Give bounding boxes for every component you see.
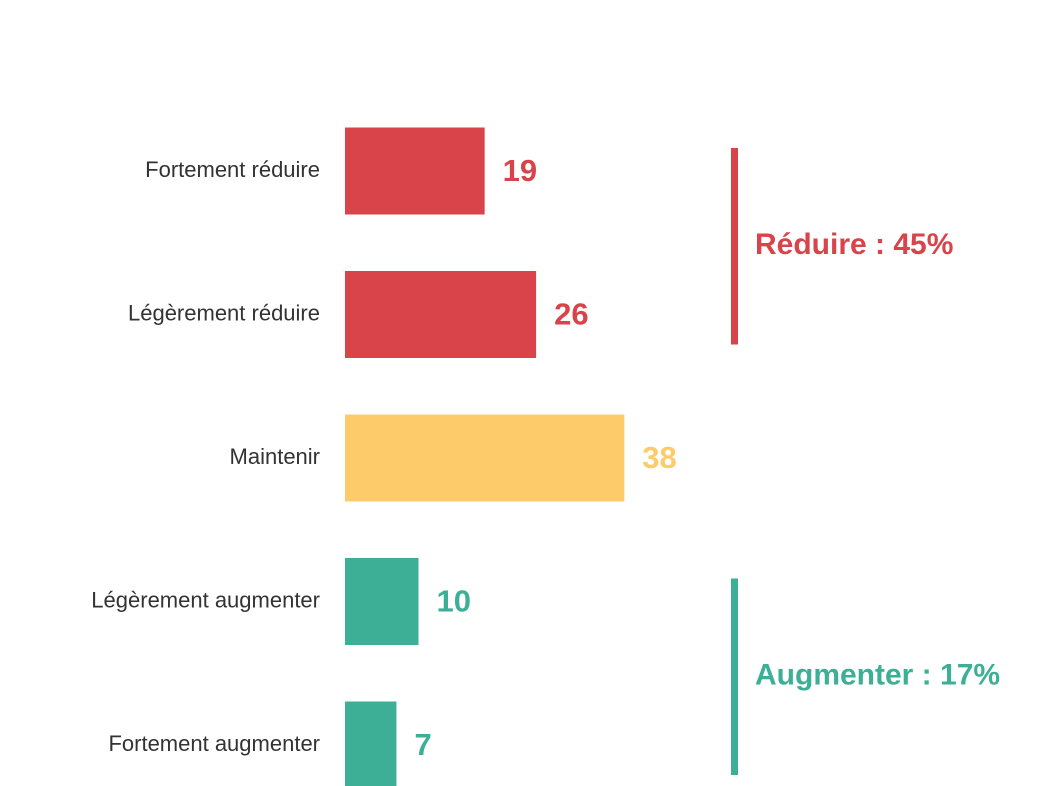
bar [345, 127, 485, 215]
value-label: 7 [414, 727, 431, 762]
bar [345, 271, 537, 358]
group-label: Réduire : 45% [755, 228, 953, 261]
value-label: 10 [437, 584, 471, 619]
category-label: Fortement réduire [145, 157, 320, 182]
value-label: 38 [642, 440, 676, 475]
category-label: Légèrement réduire [128, 300, 320, 325]
bar [345, 701, 397, 786]
group-bracket [731, 578, 738, 775]
bar [345, 414, 625, 502]
value-label: 19 [503, 153, 537, 188]
category-label: Légèrement augmenter [91, 587, 320, 612]
group-bracket [731, 148, 738, 345]
value-label: 26 [554, 297, 588, 332]
group-label: Augmenter : 17% [755, 659, 1000, 692]
category-label: Fortement augmenter [108, 731, 320, 756]
bar [345, 558, 419, 645]
category-label: Maintenir [230, 444, 320, 469]
